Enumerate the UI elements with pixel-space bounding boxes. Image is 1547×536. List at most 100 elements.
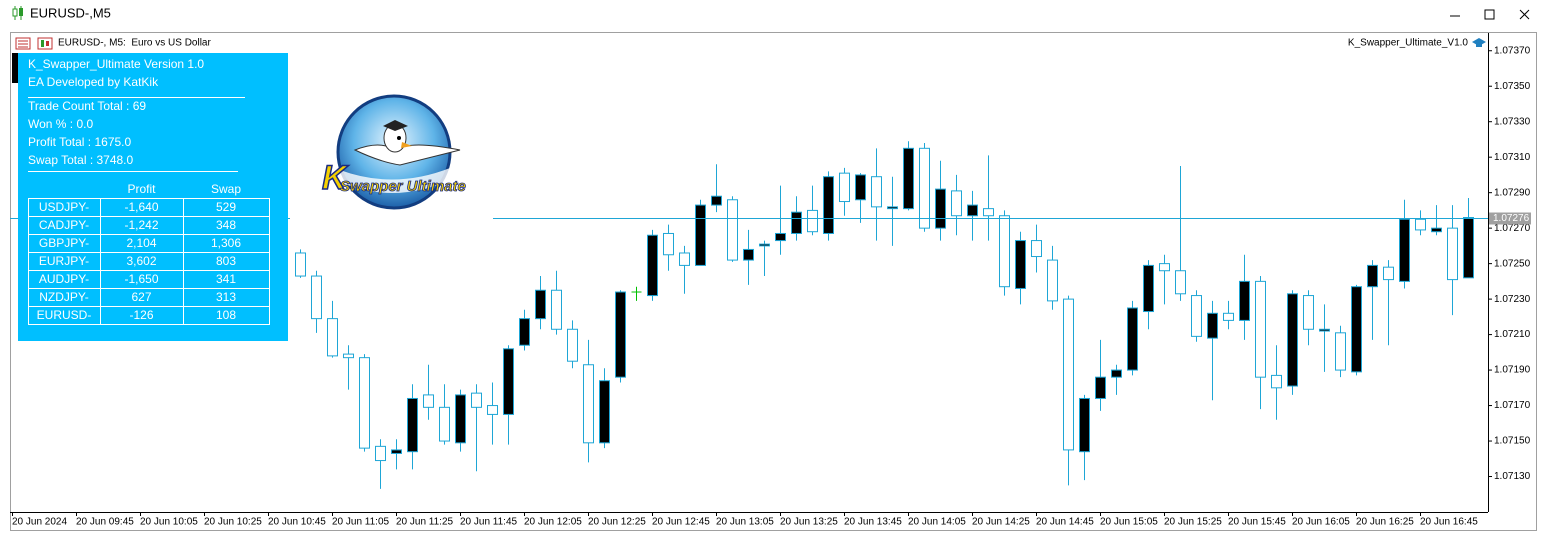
candle-body <box>455 394 466 444</box>
candle-body <box>519 318 530 346</box>
candle-body <box>647 234 658 297</box>
candle-body <box>791 211 802 234</box>
x-tick-label: 20 Jun 11:45 <box>460 517 518 528</box>
panel-title: K_Swapper_Ultimate Version 1.0 <box>28 57 204 71</box>
x-tick-label: 20 Jun 12:45 <box>652 517 710 528</box>
table-cell-text: 341 <box>216 272 236 286</box>
plot: 1.07370 1.07350 1.07330 1.07310 1.07290 1.072… <box>10 45 1531 528</box>
chart-type-icon <box>37 37 53 50</box>
candle-body <box>823 176 834 234</box>
candle-body <box>1415 218 1426 231</box>
table-cell-text: EURUSD- <box>37 308 92 322</box>
y-tick-label: 1.07170 <box>1494 400 1531 411</box>
title-bar <box>0 0 1547 30</box>
table-cell-text: 348 <box>216 218 236 232</box>
table-cell-text: 803 <box>216 254 236 268</box>
candle-body <box>887 206 898 210</box>
candle-body <box>983 208 994 217</box>
x-tick-label: 20 Jun 12:25 <box>588 517 646 528</box>
table-cell-text: 529 <box>216 200 236 214</box>
x-tick-label: 20 Jun 15:25 <box>1164 517 1222 528</box>
candle-body <box>1255 280 1266 378</box>
x-tick-label: 20 Jun 15:05 <box>1100 517 1158 528</box>
candle-body <box>1063 298 1074 451</box>
maximize-button[interactable] <box>1484 9 1495 20</box>
candle-body <box>471 392 482 408</box>
last-price-box <box>1489 212 1531 225</box>
candle-body <box>727 199 738 261</box>
table-cell <box>183 306 270 325</box>
x-tick-label: 20 Jun 13:45 <box>844 517 902 528</box>
table-cell-text: AUDJPY- <box>39 272 89 286</box>
window-title: EURUSD-,M5 <box>30 5 111 20</box>
edge-marker <box>12 53 18 83</box>
candle-body <box>391 449 402 454</box>
table-cell-text: -1,242 <box>124 218 158 232</box>
candle-body <box>759 243 770 247</box>
y-tick-label: 1.07270 <box>1494 223 1531 234</box>
candle-body <box>1351 286 1362 373</box>
candle-body <box>1223 312 1234 321</box>
x-tick-label: 20 Jun 10:05 <box>140 517 198 528</box>
candle-body <box>1303 295 1314 330</box>
candle-body <box>743 248 754 261</box>
candle-body <box>295 252 306 277</box>
table-cell-text: USDJPY- <box>39 200 89 214</box>
y-tick-label: 1.07130 <box>1494 471 1531 482</box>
table-cell-text: 627 <box>131 290 151 304</box>
panel-developer: EA Developed by KatKik <box>28 75 159 89</box>
candle-body <box>1175 270 1186 295</box>
candle-body <box>951 190 962 217</box>
candle-body <box>999 215 1010 288</box>
panel-stat: Swap Total : 3748.0 <box>28 153 134 167</box>
table-cell-text: -1,640 <box>124 200 158 214</box>
candle-body <box>1431 227 1442 233</box>
candle-body <box>695 204 706 266</box>
x-tick-label: 20 Jun 16:45 <box>1420 517 1478 528</box>
chart-symbol: EURUSD-, M5: Euro vs US Dollar <box>58 38 211 49</box>
candle-body <box>1239 280 1250 321</box>
candle-body <box>375 445 386 462</box>
candle-body <box>775 232 786 242</box>
x-tick-label: 20 Jun 16:25 <box>1356 517 1414 528</box>
candle-body <box>1383 266 1394 281</box>
candle-body <box>1079 397 1090 453</box>
table-header: Swap <box>211 182 241 196</box>
candle-body <box>615 291 626 378</box>
y-tick-label: 1.07230 <box>1494 294 1531 305</box>
expert-name: K_Swapper_Ultimate_V1.0 <box>1348 38 1469 49</box>
candle-body <box>1143 264 1154 313</box>
table-cell-text: 1,306 <box>211 236 241 250</box>
candle-body <box>1399 218 1410 282</box>
y-tick-label: 1.07310 <box>1494 152 1531 163</box>
panel-stat: Won % : 0.0 <box>28 117 93 131</box>
x-tick-label: 20 Jun 13:05 <box>716 517 774 528</box>
logo: K Swapper Ultimate <box>290 92 493 219</box>
table-cell-text: -126 <box>129 308 153 322</box>
x-tick-label: 20 Jun 16:05 <box>1292 517 1350 528</box>
x-tick-label: 20 Jun 15:45 <box>1228 517 1286 528</box>
candle-body <box>487 405 498 415</box>
y-tick-label: 1.07350 <box>1494 81 1531 92</box>
candle-body <box>1367 264 1378 288</box>
y-tick-label: 1.07370 <box>1494 45 1531 56</box>
y-tick-label: 1.07190 <box>1494 365 1531 376</box>
candle-body <box>343 353 354 359</box>
candle-body <box>1271 374 1282 389</box>
candle-body <box>503 348 514 415</box>
candle-body <box>407 397 418 453</box>
table-cell-text: GBPJPY- <box>39 236 89 250</box>
x-tick-label: 20 Jun 11:25 <box>396 517 454 528</box>
y-tick-label: 1.07330 <box>1494 116 1531 127</box>
candle-body <box>871 176 882 208</box>
candle-body <box>535 289 546 320</box>
logo-letter: K <box>322 159 349 197</box>
candle-body <box>855 174 866 201</box>
x-tick-label: 20 Jun 14:45 <box>1036 517 1094 528</box>
candle-body <box>1127 307 1138 371</box>
x-tick-label: 20 Jun 10:45 <box>268 517 326 528</box>
close-button[interactable] <box>1519 9 1530 20</box>
x-tick-label: 20 Jun 12:05 <box>524 517 582 528</box>
candle-body <box>583 364 594 444</box>
candle-body <box>1095 376 1106 399</box>
